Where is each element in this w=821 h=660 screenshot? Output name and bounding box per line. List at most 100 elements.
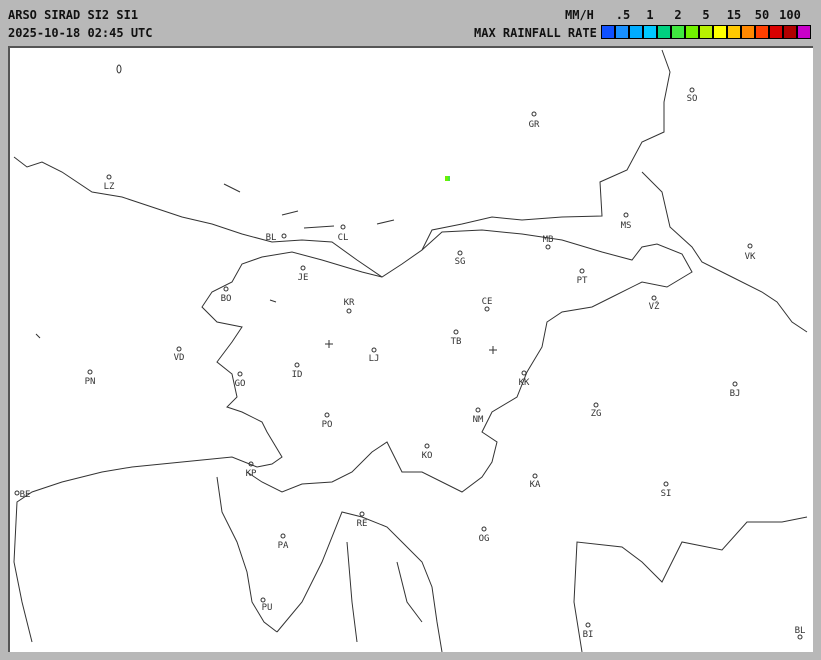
city-marker: BL [266,233,287,243]
city-label: BE [20,490,31,500]
city-marker: SI [661,481,672,499]
legend-swatch [755,25,769,39]
borders [13,49,808,653]
legend-tick: 50 [754,8,770,22]
city-dot [545,244,551,250]
city-marker: PN [85,369,96,387]
city-dot [481,526,487,532]
city-dot [623,212,629,218]
city-marker: LJ [369,347,379,364]
city-marker: JE [298,265,308,283]
city-marker: KA [530,473,541,490]
city-marker: OG [479,526,489,544]
city-marker: BO [221,286,231,304]
map-canvas: SO GR LZ MS BL CL MB VK SG JE PT BO KR CE VŽ TB LJ VD PN ID… [13,49,808,653]
city-dot [237,371,243,377]
city-dot [593,402,599,408]
city-marker: MB [543,235,554,250]
city-dot [689,87,695,93]
legend-swatch [713,25,727,39]
legend-unit: MM/H [565,8,594,22]
city-marker: KK [519,370,530,388]
city-marker: BJ [730,381,740,399]
city-label: BL [795,626,806,636]
city-markers: SO GR LZ MS BL CL MB VK SG JE PT BO KR CE VŽ TB LJ VD PN ID… [14,87,806,640]
city-marker: TB [451,329,461,347]
city-marker: VK [745,243,756,262]
radar-site-lisca [325,340,333,348]
legend-swatch [685,25,699,39]
city-marker: PA [278,533,289,551]
city-dot [371,347,377,353]
city-dot [176,346,182,352]
city-label: ID [292,370,303,380]
city-dot [346,308,352,314]
city-label: NM [473,415,484,425]
city-dot [294,362,300,368]
legend-swatch [643,25,657,39]
city-label: BL [266,233,277,243]
city-dot [747,243,753,249]
city-dot [585,622,591,628]
city-label: PN [85,377,96,387]
legend-swatch [699,25,713,39]
legend-swatch [741,25,755,39]
city-label: VK [745,252,756,262]
city-dot [651,295,657,301]
legend-tick: 5 [702,8,710,22]
city-dot [663,481,669,487]
city-label: KO [422,451,433,461]
city-marker: SO [687,87,697,104]
city-label: BI [583,630,594,640]
city-dot [280,533,286,539]
city-marker: BE [14,490,31,500]
legend-swatch [783,25,797,39]
city-marker: PU [260,597,273,613]
city-marker: BI [583,622,594,640]
city-label: SG [455,257,466,267]
city-label: CL [338,233,349,243]
city-label: PU [262,603,273,613]
city-marker: ZG [591,402,602,419]
radar-map[interactable]: SO GR LZ MS BL CL MB VK SG JE PT BO KR CE VŽ TB LJ VD PN ID… [8,46,813,653]
city-dot [260,597,266,603]
city-marker: PT [577,268,588,286]
product-title: ARSO SIRAD SI2 SI1 [8,8,139,22]
city-label: KP [246,469,257,479]
city-dot [424,443,430,449]
city-dot [281,233,287,239]
city-dot [300,265,306,271]
city-marker: KP [246,461,257,479]
city-marker: SG [455,250,466,267]
city-dot [521,370,527,376]
city-dot [106,174,112,180]
legend-tick: 100 [779,8,801,22]
city-marker: KR [344,298,355,314]
city-dot [324,412,330,418]
city-marker: GR [529,111,540,130]
legend-swatch [657,25,671,39]
city-marker: NM [473,407,484,425]
city-label: SI [661,489,672,499]
city-label: KK [519,378,530,388]
legend-swatch [629,25,643,39]
city-label: KA [530,480,541,490]
city-label: ZG [591,409,602,419]
legend-swatch [671,25,685,39]
city-label: PT [577,276,588,286]
city-dot [475,407,481,413]
legend-swatch [797,25,811,39]
legend-swatch [601,25,615,39]
city-dot [532,473,538,479]
city-marker: VŽ [649,295,660,312]
city-dot [223,286,229,292]
city-dot [359,511,365,517]
timestamp: 2025-10-18 02:45 UTC [8,26,153,40]
city-dot [457,250,463,256]
radar-site-pasja-ravan [489,346,497,354]
city-label: VŽ [649,300,660,312]
city-label: MB [543,235,554,245]
city-label: VD [174,353,185,363]
legend-swatch [615,25,629,39]
city-label: PO [322,420,333,430]
